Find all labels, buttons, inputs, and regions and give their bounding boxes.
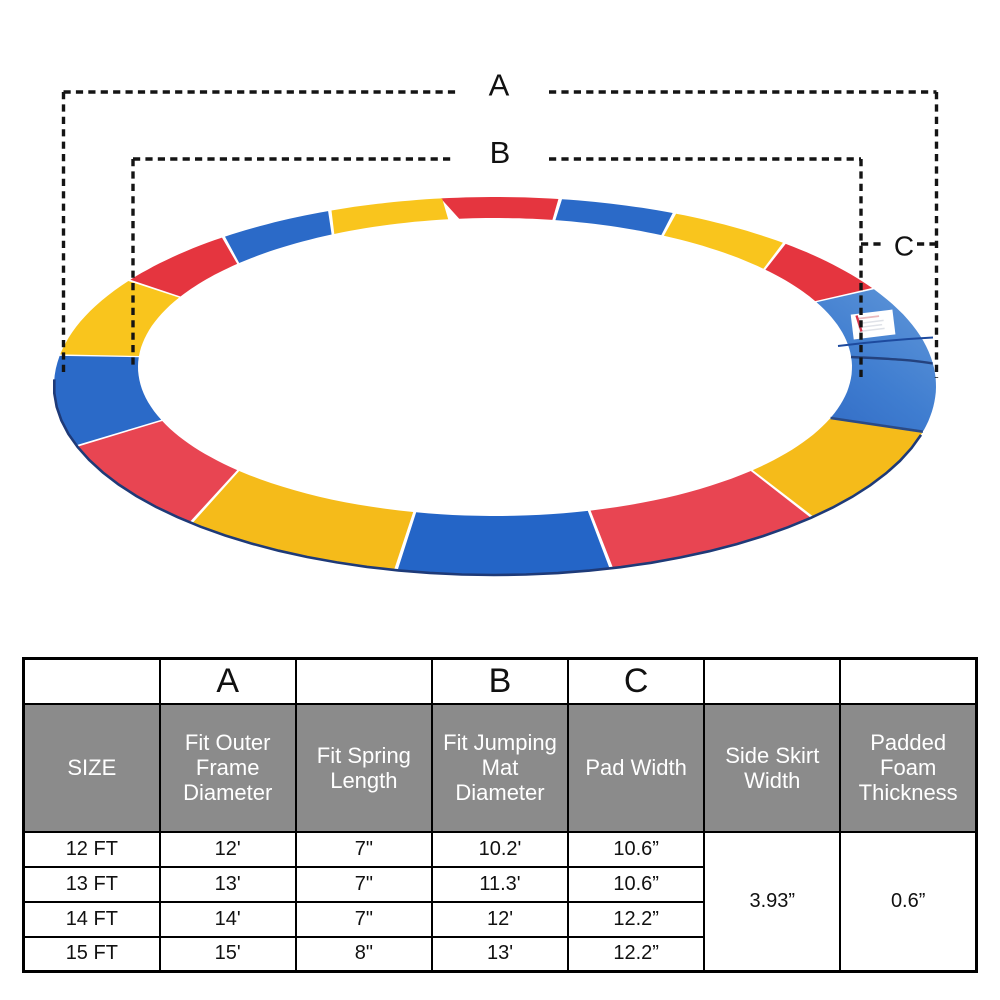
svg-text:B: B [490,135,511,170]
svg-text:A: A [489,68,510,103]
svg-text:C: C [894,231,914,262]
